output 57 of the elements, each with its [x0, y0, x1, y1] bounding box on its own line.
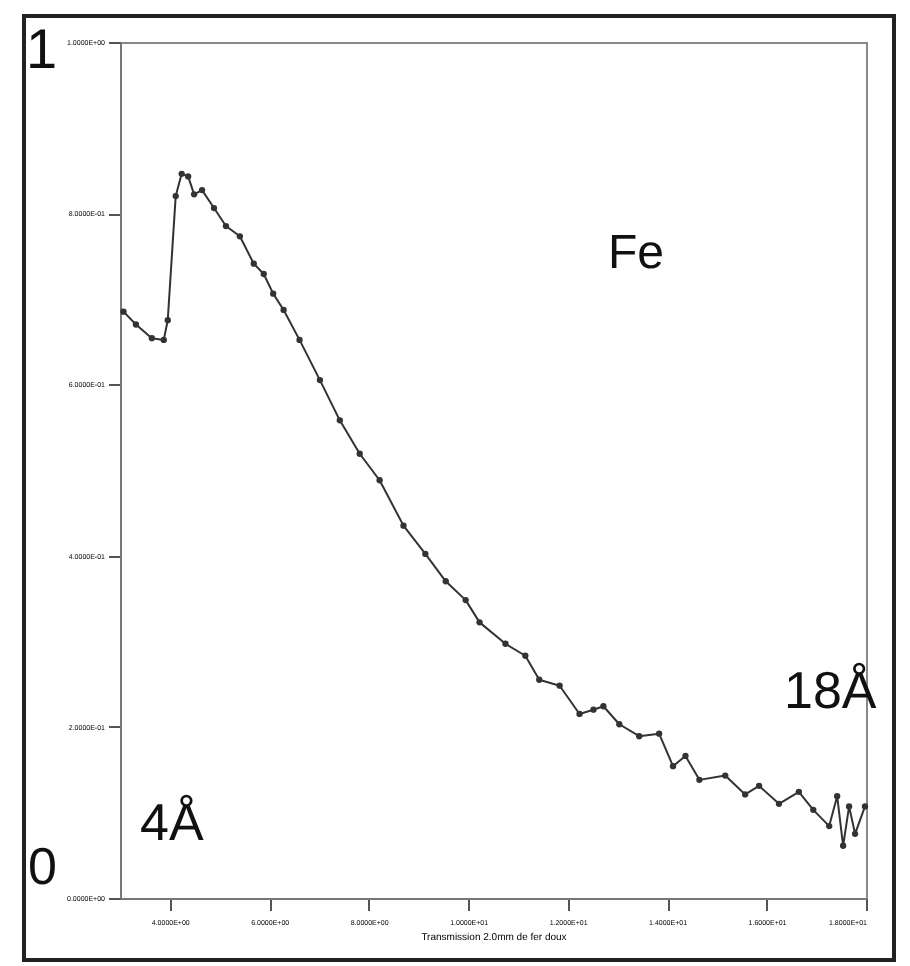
- point: [616, 721, 623, 728]
- point: [833, 792, 841, 800]
- point: [556, 682, 563, 689]
- point: [775, 800, 783, 807]
- point: [576, 710, 583, 718]
- point: [722, 772, 729, 779]
- point: [636, 733, 643, 740]
- point: [178, 170, 185, 177]
- point: [270, 290, 277, 297]
- point: [839, 842, 847, 849]
- text: 1: [26, 18, 58, 80]
- point: [845, 803, 853, 810]
- point: [250, 260, 257, 267]
- point: [826, 822, 833, 830]
- point: [422, 550, 429, 558]
- point: [222, 222, 230, 230]
- point: [190, 191, 198, 198]
- point: [795, 788, 803, 796]
- point: [741, 791, 749, 798]
- point: [669, 763, 677, 770]
- annotation: 4Å: [140, 792, 204, 852]
- point: [198, 186, 206, 194]
- point: [164, 317, 171, 324]
- annotation: 18Å: [784, 660, 877, 720]
- point: [755, 782, 763, 790]
- point: [851, 830, 859, 837]
- point: [316, 376, 324, 384]
- annotation: Fe: [608, 226, 665, 280]
- point: [172, 192, 179, 200]
- point: [861, 803, 869, 810]
- point: [236, 233, 244, 240]
- point: [356, 450, 363, 457]
- point: [210, 204, 218, 212]
- point: [442, 578, 449, 585]
- point: [160, 336, 167, 344]
- point: [400, 522, 407, 529]
- point: [260, 270, 267, 278]
- point: [296, 336, 303, 344]
- text: 0: [28, 836, 57, 896]
- point: [682, 752, 689, 760]
- point: [696, 776, 703, 784]
- point: [502, 640, 509, 647]
- point: [148, 335, 155, 342]
- point: [120, 308, 127, 315]
- point: [522, 652, 529, 659]
- point: [476, 619, 483, 626]
- point: [132, 321, 140, 328]
- point: [600, 703, 607, 710]
- point: [184, 173, 192, 180]
- point: [655, 730, 663, 737]
- point: [376, 477, 383, 484]
- point: [810, 806, 817, 813]
- point: [280, 306, 287, 314]
- point: [536, 676, 543, 683]
- point: [590, 706, 597, 713]
- point: [462, 596, 469, 604]
- point: [336, 417, 343, 424]
